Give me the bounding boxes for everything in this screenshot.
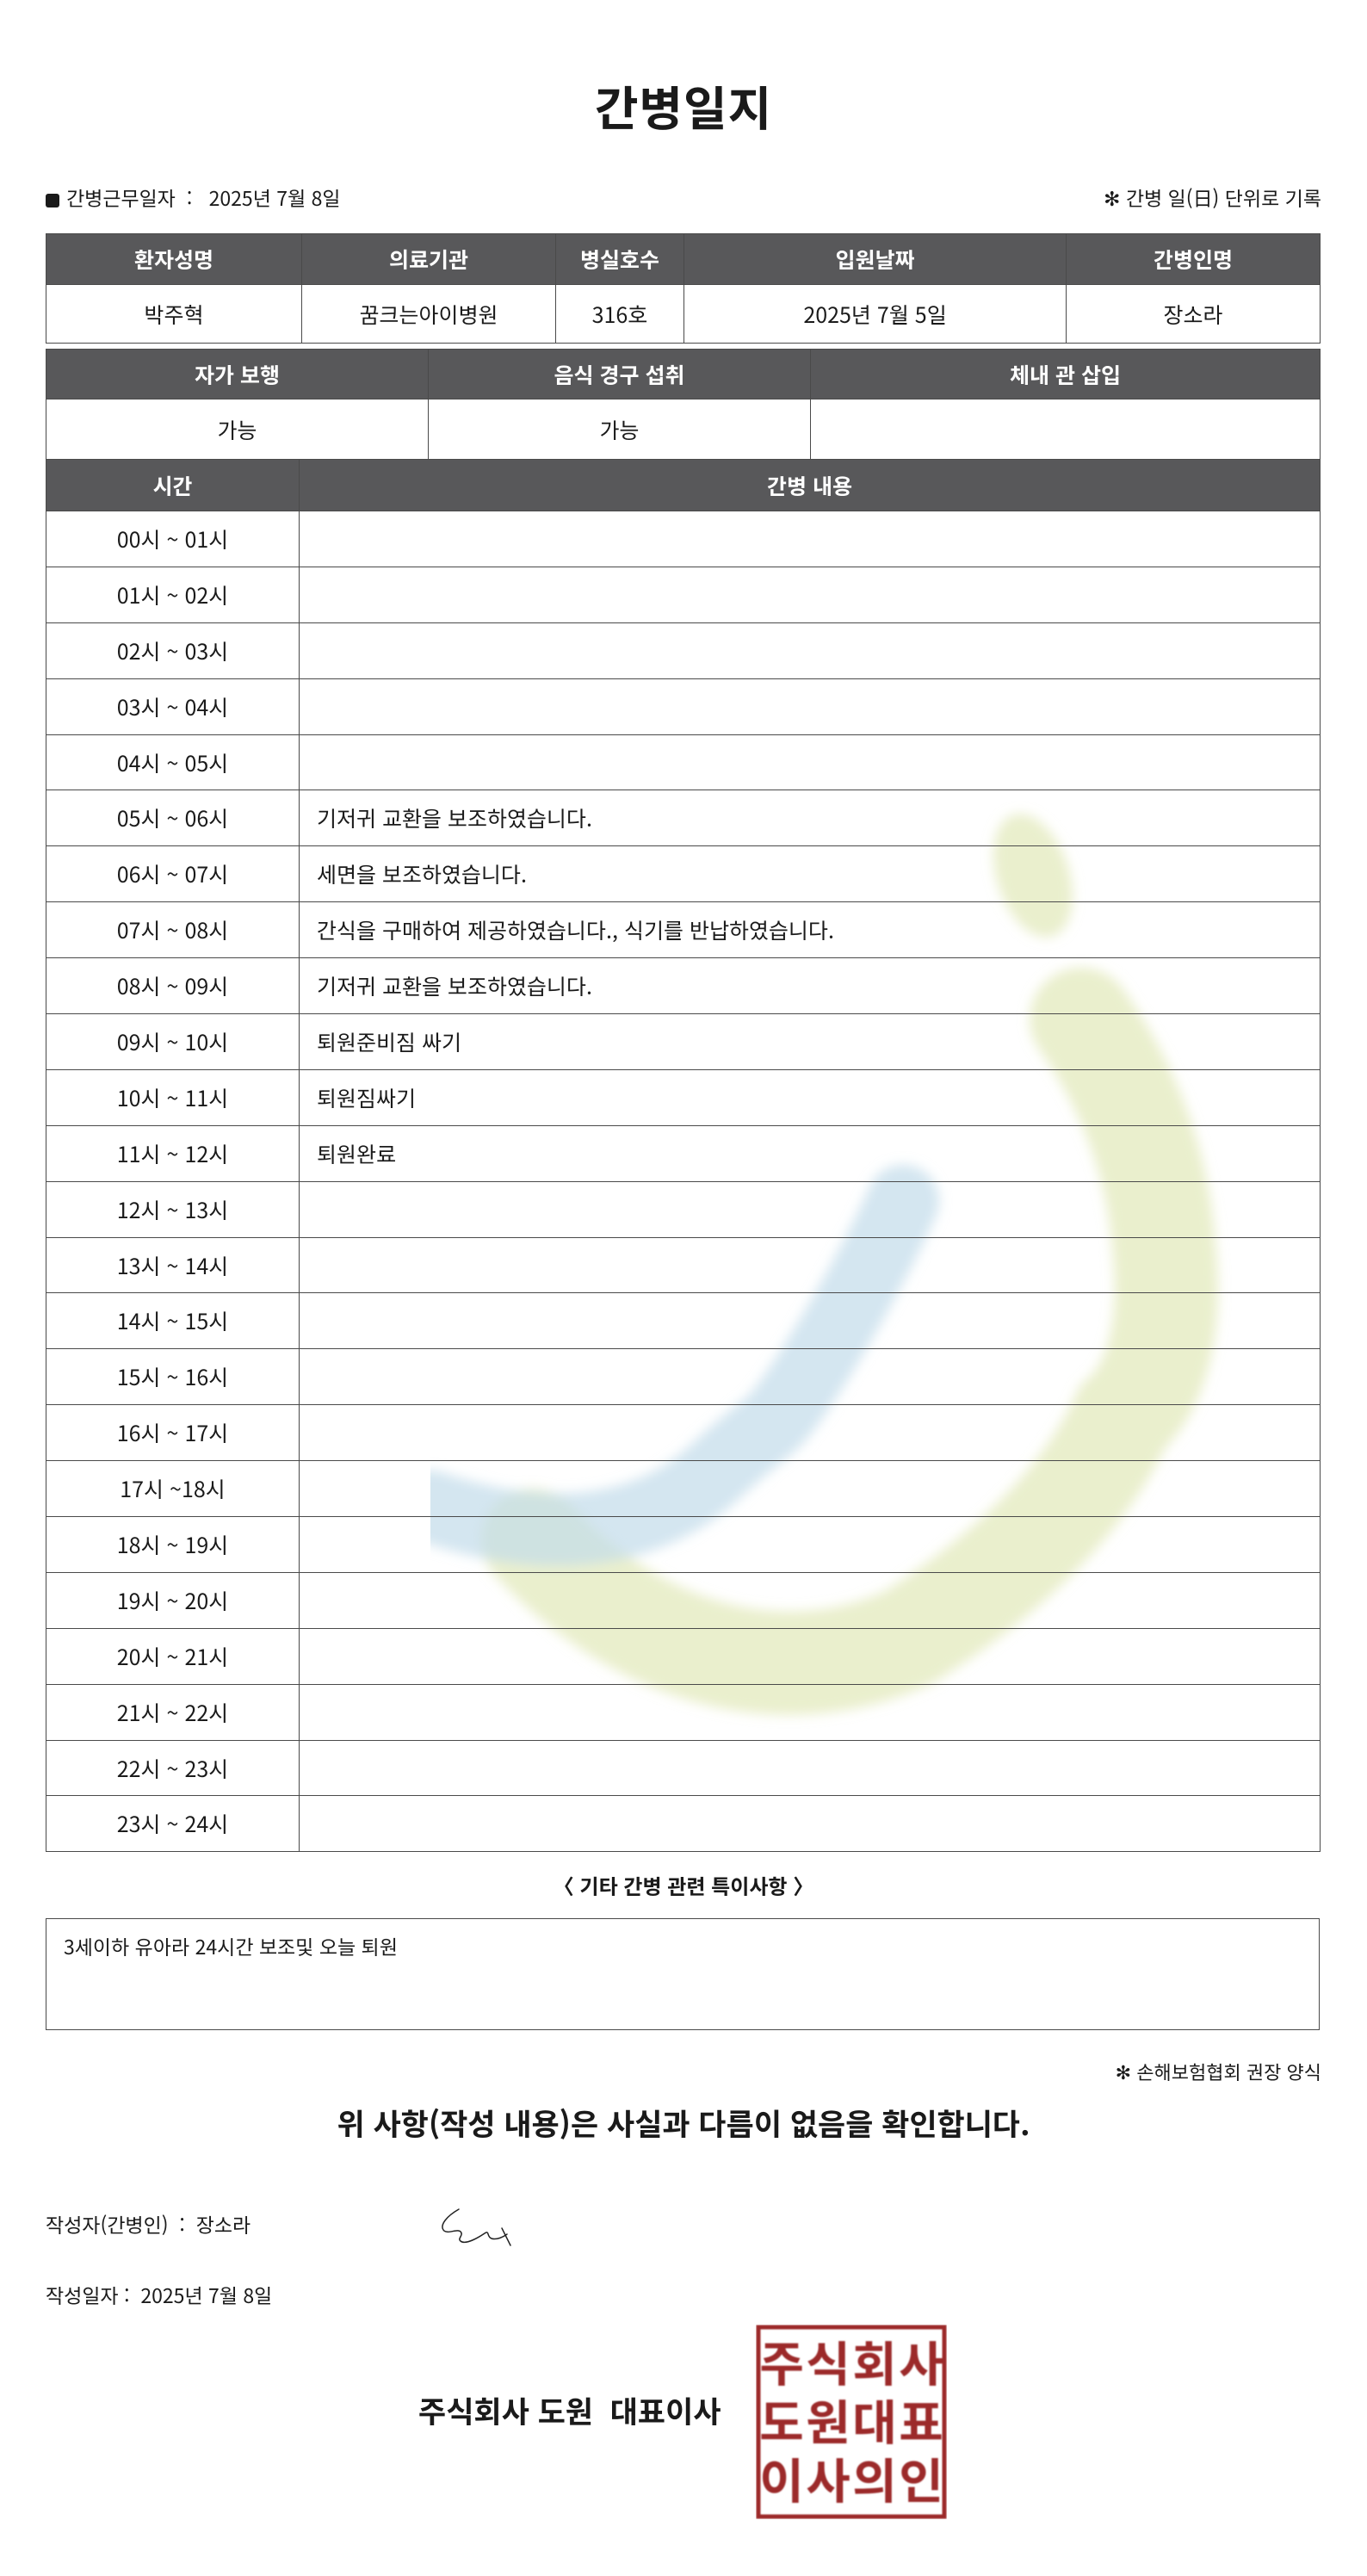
svg-text:사: 사	[806, 2443, 851, 2513]
svg-text:이: 이	[759, 2443, 804, 2513]
svg-text:의: 의	[852, 2443, 897, 2513]
svg-text:인: 인	[899, 2443, 943, 2513]
